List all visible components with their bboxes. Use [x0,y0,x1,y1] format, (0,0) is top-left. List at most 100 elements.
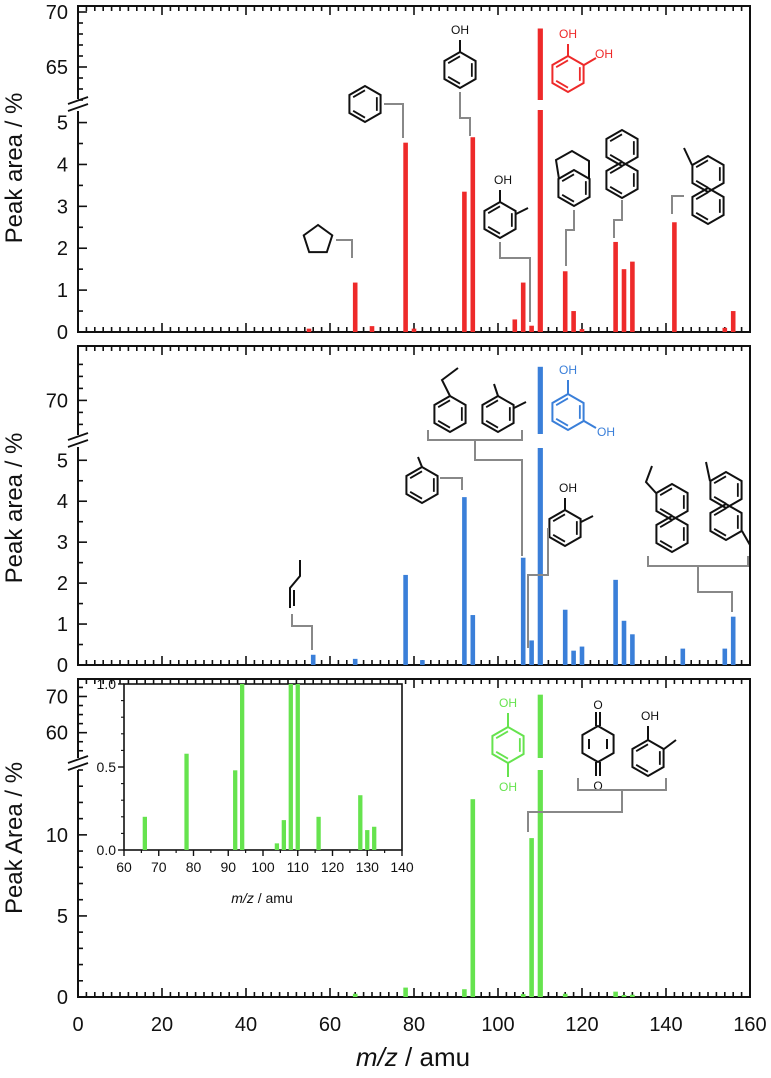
methylnaphthalene-structure-ring [691,186,725,226]
benzene-structure [348,84,382,124]
naphthalene-structure [605,128,639,168]
methylnaphthalene-structure-double-bond [695,180,709,189]
panel-0-bar-mz-128 [613,241,618,332]
naphthalene-structure-ring [605,128,639,168]
panel-1-bar-mz-92 [462,497,467,665]
panel-0-bar-mz-154 [722,327,728,332]
panel-0-y-tick-label: 70 [46,2,68,24]
methylnaphthalene-structure-double-bond [695,159,709,168]
ethylbenzene-ethyl-chain [440,367,459,397]
inset-bar-mz-110 [295,684,300,850]
naphthalene-structure-double-bond [609,165,623,174]
panel-1-bar-mz-110 [537,448,543,665]
panel-0-bar-mz-80 [411,328,417,332]
catechol-oh-label-2: OH [595,47,613,61]
inset-bar-mz-104 [274,843,280,850]
inset-bar-mz-94 [240,684,245,850]
panel-0-y-tick-label: 1 [57,280,68,302]
panel-1-y-tick-label: 0 [57,655,68,677]
middle-methylphenol-leader-line [527,528,549,648]
inset-bar-mz-116 [316,816,321,850]
middle-methylphenol-structure-ring [548,508,582,548]
phenol-structure [443,50,477,90]
panel-1-axis-break-mark [67,439,89,448]
panel-0-bar-mz-92 [462,191,467,332]
panel-1-y-tick-label: 2 [57,573,68,595]
x-tick-label: 0 [72,1014,83,1036]
panel-1-bar-mz-130 [621,620,627,665]
xylene-structure-double-bond [485,420,499,429]
ethylnaphthalene-ethyl-chain [644,465,657,494]
catechol-structure [551,54,585,94]
benzene-structure-ring [348,84,382,124]
panel-1-y-tick-label: 5 [57,450,68,472]
dimethylnaphthalene-methyl-bond-2 [741,530,751,546]
naphthalene-structure-double-bond [609,154,623,163]
inset-bar-mz-132 [372,826,377,850]
catechol-oh-label-1: OH [559,27,577,41]
panel-0-bar-mz-110-upper [537,28,543,100]
hydroquinone-structure-ring [491,725,525,765]
ethylnaphthalene-structure [655,514,689,554]
panel-0-bar-mz-142 [672,222,677,332]
xylene-structure [481,394,515,434]
panel-top-ylabel: Peak area / % [1,93,28,244]
middle-methylphenol-methyl-bond [580,515,594,523]
inset-x-axis-label-italic: m/z [231,890,254,906]
methylphenol-oh-label: OH [494,173,512,187]
inset-bar-mz-78 [184,753,189,850]
panel-2-bar-mz-78 [403,987,408,997]
resorcinol-structure-double-bond [555,397,569,406]
middle-methylphenol-oh-label: OH [559,481,577,495]
panel-0-bar-mz-70 [369,326,375,332]
bars-layer [142,28,736,997]
panel-0-bar-mz-130 [621,269,627,332]
inset-bar-mz-128 [358,795,363,850]
butene-leader-line [291,614,313,650]
resorcinol-oh-bond-2 [583,420,597,429]
c8-leader-line [474,440,523,556]
cresol-structure [631,738,665,778]
phenol-leader-line [459,92,471,136]
methylnaphthalene-structure-double-bond [695,191,709,200]
indene-structure-double-bond [561,194,575,203]
inset-x-axis-label: m/z / amu [231,890,292,906]
panel-2-axis-break-mark [67,762,89,771]
panel-1-bar-mz-106 [520,557,526,665]
methylphenol-structure [483,200,517,240]
catechol-structure-double-bond [555,80,569,89]
panel-2-axis-break-mark [67,755,89,764]
inset-x-tick-label: 100 [251,859,275,875]
hydroquinone-structure [491,725,525,765]
toluene-structure-double-bond [409,470,423,479]
methylphenol-structure-double-bond [487,205,501,214]
annotation-layer: OH OH OH OH OH OH OH OH OH O O OH [289,23,751,832]
dimethylnaphthalene-structure-double-bond [713,528,727,537]
indene-leader-line [565,210,575,266]
ethylnaphthalene-structure-double-bond [659,540,673,549]
methylphenol-leader-line [499,242,531,322]
toluene-leader-line [440,477,463,490]
panel-0-bar-mz-116 [562,271,568,332]
methylnaphthalene-structure-ring [691,154,725,194]
x-tick-label: 20 [151,1014,173,1036]
phenol-structure-ring [443,50,477,90]
panel-0-y-tick-label: 0 [57,322,68,344]
butene-structure [289,560,301,608]
panel-0-bar-mz-132 [630,261,635,332]
panel-0-bar-mz-156 [730,311,736,332]
ethylnaphthalene-structure-ring [655,482,689,522]
panel-1-bar-mz-66 [352,658,358,665]
inset-bar-mz-130 [365,830,370,850]
catechol-structure-double-bond [555,59,569,68]
x-axis-label-italic: m/z [356,1042,398,1072]
panel-0-y-tick-label: 2 [57,238,68,260]
inset-x-tick-label: 140 [390,859,414,875]
naphthalene-structure-ring [605,160,639,200]
ethylbenzene-structure [433,394,467,434]
axes-layer: 0 1 2 3 4 5 65 70 0 1 2 3 4 5 70 0 5 10 60 70 0 20 40 60 80 100 12… [46,2,767,1036]
ethylnaphthalene-structure-ring [655,514,689,554]
inset-x-tick-label: 60 [116,859,132,875]
panel-1-frame [77,345,751,666]
ethylnaphthalene-structure-double-bond [659,487,673,496]
